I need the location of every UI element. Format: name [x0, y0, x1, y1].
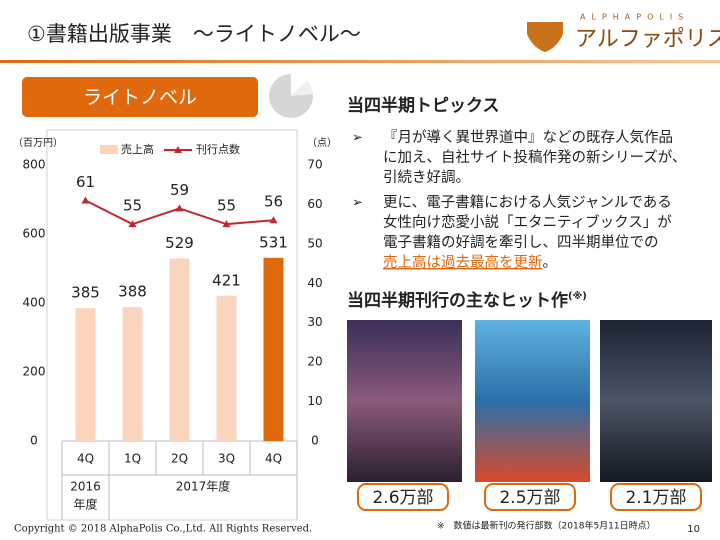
header-rule: [0, 60, 720, 63]
bullet-marker: ➢: [352, 196, 363, 211]
bullet-line: 女性向け恋愛小説「エタニティブックス」が: [383, 213, 672, 231]
x-group-label: 2016: [70, 480, 101, 494]
legend-swatch: [100, 145, 118, 154]
bullet-line: 更に、電子書籍における人気ジャンルである: [383, 194, 672, 211]
legend-label: 売上高: [121, 142, 154, 156]
y-tick-label: 0: [30, 434, 38, 448]
legend-swatch: [174, 146, 182, 153]
pie-icon: [269, 74, 313, 118]
x-tick-label: 4Q: [265, 452, 282, 466]
bar-label: 385: [71, 284, 100, 302]
line-label: 61: [76, 173, 95, 191]
line-marker: [222, 220, 231, 228]
bar: [122, 307, 143, 441]
line-marker: [128, 220, 137, 228]
badge: 2.6万部: [372, 488, 433, 508]
y2-tick-label: 10: [307, 394, 322, 408]
chart: （百万円） （点） 0 200 400 600 800 0 10 20 30 40 50 60 70 売上高 刊…: [13, 137, 337, 520]
bullet-line: に加え、自社サイト投稿作発の新シリーズが、: [383, 149, 686, 166]
note-mark: (※): [568, 290, 587, 302]
line: [85, 199, 274, 226]
chart-frame: [46, 129, 298, 521]
line-label: 55: [217, 197, 236, 215]
x-tick-label: 2Q: [171, 452, 188, 466]
line-marker: [81, 196, 90, 204]
badge-box: [610, 483, 702, 511]
y-tick-label: 200: [23, 365, 46, 379]
legend-label: 刊行点数: [196, 143, 240, 156]
y2-tick-label: 30: [307, 315, 322, 329]
book-cover: [600, 320, 712, 482]
bar-label: 529: [165, 234, 194, 252]
bar: [75, 308, 96, 441]
bullet-line: 電子書籍の好調を牽引し、四半期単位での: [383, 233, 659, 251]
line-label: 59: [170, 181, 189, 199]
line-marker: [269, 216, 278, 224]
footer-note: ※ 数値は最新刊の発行部数（2018年5月11日時点）: [437, 520, 656, 532]
line-label: 55: [123, 197, 142, 215]
badge: 2.5万部: [499, 488, 560, 508]
badge: 2.1万部: [625, 488, 686, 508]
hits-heading: 当四半期刊行の主なヒット作(※): [347, 290, 587, 311]
badge-box: [357, 483, 449, 511]
y-tick-label: 400: [23, 296, 46, 310]
copyright: Copyright © 2018 AlphaPolis Co.,Ltd. All…: [14, 524, 312, 535]
x-tick-label: 1Q: [124, 452, 141, 466]
y2-unit: （点）: [307, 137, 337, 149]
badges: 2.6万部 2.5万部 2.1万部: [357, 483, 702, 511]
badge-box: [484, 483, 576, 511]
logo-emblem: [527, 22, 563, 52]
bar: [263, 257, 284, 441]
bar-label: 531: [259, 233, 288, 251]
highlight: 売上高は過去最高を更新: [383, 254, 543, 271]
bar: [169, 258, 190, 441]
x-tick-label: 4Q: [77, 452, 94, 466]
bullet-line: 『月が導く異世界道中』などの既存人気作品: [383, 129, 673, 146]
y2-tick-label: 50: [307, 236, 322, 250]
y-tick-label: 800: [23, 158, 46, 172]
y2-tick-label: 60: [307, 197, 322, 211]
logo-ja: アルファポリス: [575, 27, 720, 52]
bullet-line: 売上高は過去最高を更新。: [383, 254, 557, 271]
bar-label: 388: [118, 283, 147, 301]
logo: ALPHAPOLIS アルファポリス: [527, 13, 720, 52]
slide-title: ①書籍出版事業 ～ライトノベル～: [27, 22, 361, 46]
x-group-label: 年度: [73, 497, 97, 512]
book-cover: [347, 320, 462, 482]
y2-tick-label: 0: [311, 434, 319, 448]
section-label: ライトノベル: [83, 87, 197, 109]
bullet-marker: ➢: [352, 131, 363, 146]
y2-tick-label: 20: [307, 355, 322, 369]
line-label: 56: [264, 193, 283, 211]
y2-tick-label: 70: [307, 158, 322, 172]
book-cover: [475, 320, 590, 482]
bullet-line: 引続き好調。: [383, 169, 470, 186]
topics-heading: 当四半期トピックス: [347, 95, 500, 116]
page-number: 10: [687, 524, 700, 535]
y-unit: （百万円）: [13, 137, 63, 149]
y-tick-label: 600: [23, 227, 46, 241]
tail: 。: [543, 255, 558, 271]
x-group-label: 2017年度: [176, 479, 231, 494]
line-marker: [175, 204, 184, 212]
x-tick-label: 3Q: [218, 452, 235, 466]
logo-en: ALPHAPOLIS: [580, 13, 689, 22]
section-banner: [22, 77, 258, 117]
bar: [216, 295, 237, 441]
hits-heading-text: 当四半期刊行の主なヒット作: [347, 290, 568, 311]
bar-label: 421: [212, 271, 241, 289]
y2-tick-label: 40: [307, 276, 322, 290]
